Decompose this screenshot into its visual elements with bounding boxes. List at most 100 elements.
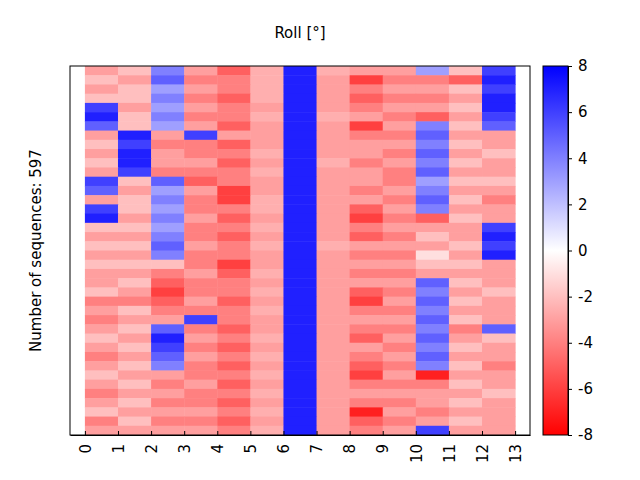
x-tick: 4	[209, 431, 227, 454]
heatmap-cell	[283, 343, 317, 353]
heatmap-cell	[85, 260, 119, 270]
heatmap-cell	[217, 370, 251, 380]
heatmap-cell	[449, 158, 483, 168]
heatmap-cell	[118, 426, 152, 435]
heatmap-cell	[151, 94, 185, 104]
heatmap-cell	[184, 84, 218, 94]
heatmap-cell	[85, 251, 119, 261]
x-tick: 9	[374, 431, 392, 454]
colorbar-tick-mark	[568, 389, 572, 390]
heatmap-cell	[118, 407, 152, 417]
heatmap-cell	[449, 361, 483, 371]
heatmap-cell	[482, 426, 516, 435]
heatmap-cell	[383, 158, 417, 168]
colorbar-tick: -4	[568, 334, 593, 352]
heatmap-cell	[416, 361, 450, 371]
heatmap-cell	[449, 167, 483, 177]
colorbar-tick-label: -2	[578, 288, 593, 306]
heatmap-cell	[118, 66, 152, 76]
heatmap-cell	[482, 278, 516, 288]
heatmap-cell	[449, 306, 483, 316]
heatmap-cell	[482, 94, 516, 104]
heatmap-cell	[317, 214, 351, 224]
heatmap-cell	[184, 398, 218, 408]
heatmap-cell	[416, 370, 450, 380]
x-tick-mark	[416, 431, 417, 435]
x-tick: 3	[176, 431, 194, 454]
heatmap-cell	[416, 204, 450, 214]
colorbar-tick: -2	[568, 288, 593, 306]
heatmap-cell	[151, 167, 185, 177]
heatmap-cell	[482, 177, 516, 187]
x-tick: 11	[441, 431, 459, 463]
heatmap-cell	[449, 66, 483, 76]
heatmap-cell	[118, 306, 152, 316]
heatmap-cell	[283, 324, 317, 334]
heatmap-cell	[151, 398, 185, 408]
heatmap-cell	[217, 112, 251, 122]
heatmap-cell	[350, 177, 384, 187]
heatmap-cell	[416, 297, 450, 307]
heatmap-cell	[85, 269, 119, 279]
heatmap-cell	[85, 232, 119, 242]
heatmap-cell	[250, 84, 284, 94]
heatmap-cell	[482, 75, 516, 85]
heatmap-cell	[416, 186, 450, 196]
heatmap-cell	[85, 94, 119, 104]
x-tick-mark	[449, 431, 450, 435]
heatmap-cell	[250, 66, 284, 76]
heatmap-cell	[449, 186, 483, 196]
heatmap-cell	[482, 407, 516, 417]
heatmap-cell	[217, 389, 251, 399]
heatmap-cell	[184, 380, 218, 390]
heatmap-cell	[416, 232, 450, 242]
plot-frame	[70, 66, 530, 435]
heatmap-cell	[482, 112, 516, 122]
heatmap-cell	[416, 223, 450, 233]
heatmap-cell	[383, 66, 417, 76]
heatmap-cell	[184, 149, 218, 159]
heatmap-cell	[283, 334, 317, 344]
heatmap-cell	[250, 315, 284, 325]
heatmap-cell	[85, 149, 119, 159]
heatmap-cell	[184, 297, 218, 307]
heatmap-cell	[449, 389, 483, 399]
heatmap-cell	[383, 177, 417, 187]
heatmap-cell	[350, 334, 384, 344]
heatmap-cell	[283, 195, 317, 205]
heatmap-cell	[250, 389, 284, 399]
heatmap-cell	[151, 324, 185, 334]
heatmap-cell	[317, 389, 351, 399]
heatmap-cell	[283, 407, 317, 417]
heatmap-cell	[184, 112, 218, 122]
heatmap-cell	[449, 352, 483, 362]
heatmap-cell	[482, 241, 516, 251]
heatmap-cell	[416, 149, 450, 159]
heatmap-cell	[416, 278, 450, 288]
heatmap-cell	[350, 398, 384, 408]
heatmap-cell	[449, 94, 483, 104]
heatmap-cell	[184, 232, 218, 242]
heatmap-cell	[184, 334, 218, 344]
heatmap-cell	[184, 167, 218, 177]
colorbar-tick-mark	[568, 66, 572, 67]
heatmap-cell	[482, 361, 516, 371]
heatmap-cell	[85, 389, 119, 399]
colorbar-tick-mark	[568, 297, 572, 298]
heatmap-cell	[449, 287, 483, 297]
x-tick-label: 7	[308, 444, 326, 454]
x-tick-mark	[184, 431, 185, 435]
heatmap-cell	[217, 306, 251, 316]
heatmap-cell	[250, 361, 284, 371]
heatmap-cell	[184, 75, 218, 85]
heatmap-cell	[118, 131, 152, 141]
heatmap-cell	[118, 241, 152, 251]
heatmap-cell	[250, 370, 284, 380]
heatmap-cell	[350, 269, 384, 279]
x-tick-mark	[217, 431, 218, 435]
heatmap-cell	[250, 297, 284, 307]
colorbar-tick-label: -4	[578, 334, 593, 352]
heatmap-cell	[350, 121, 384, 131]
heatmap-cell	[118, 370, 152, 380]
heatmap-cell	[250, 158, 284, 168]
